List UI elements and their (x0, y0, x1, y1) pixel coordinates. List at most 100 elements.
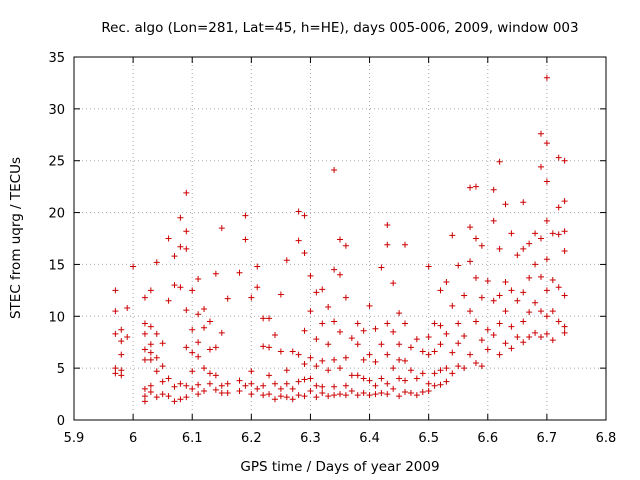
data-point (183, 382, 190, 389)
data-point (218, 390, 225, 397)
data-point (177, 214, 184, 221)
data-point (301, 393, 308, 400)
data-point (212, 270, 219, 277)
data-point (508, 345, 515, 352)
data-point (360, 356, 367, 363)
data-point (390, 328, 397, 335)
data-point (295, 378, 302, 385)
data-point (331, 266, 338, 273)
data-point (360, 327, 367, 334)
data-point (437, 322, 444, 329)
x-tick-label: 6 (129, 431, 137, 446)
data-point (171, 398, 178, 405)
data-point (153, 330, 160, 337)
data-point (443, 378, 450, 385)
data-point (484, 326, 491, 333)
grid-lines (74, 57, 606, 420)
y-tick-label: 5 (57, 362, 65, 377)
x-tick-label: 5.9 (64, 431, 85, 446)
data-point (218, 329, 225, 336)
plot-frame (73, 56, 607, 421)
data-point (236, 269, 243, 276)
data-points (112, 74, 568, 405)
data-point (130, 263, 137, 270)
x-tick-label: 6.1 (182, 431, 203, 446)
data-point (354, 372, 361, 379)
data-point (177, 380, 184, 387)
data-point (502, 308, 509, 315)
data-point (153, 368, 160, 375)
data-point (236, 377, 243, 384)
data-point (543, 217, 550, 224)
data-point (242, 212, 249, 219)
data-point (396, 356, 403, 363)
data-point (372, 358, 379, 365)
y-tick-label: 20 (48, 207, 65, 222)
data-point (537, 308, 544, 315)
data-point (425, 263, 432, 270)
y-tick-label: 15 (48, 258, 65, 273)
data-point (467, 224, 474, 231)
data-point (165, 393, 172, 400)
x-tick-label: 6.6 (477, 431, 498, 446)
data-point (195, 339, 202, 346)
data-point (301, 360, 308, 367)
data-point (337, 365, 343, 372)
data-point (431, 382, 438, 389)
data-point (467, 308, 474, 315)
data-point (195, 311, 202, 318)
data-point (212, 386, 219, 393)
data-point (490, 297, 497, 304)
y-tick-label: 25 (48, 155, 65, 170)
data-point (360, 375, 367, 382)
data-point (260, 315, 267, 322)
data-point (307, 387, 314, 394)
data-point (449, 302, 456, 309)
data-point (313, 336, 320, 343)
data-point (390, 365, 397, 372)
data-point (118, 338, 125, 345)
data-point (378, 375, 385, 382)
data-point (295, 392, 302, 399)
data-point (295, 237, 302, 244)
data-point (147, 382, 154, 389)
data-point (319, 320, 326, 327)
data-point (496, 320, 503, 327)
data-point (277, 348, 284, 355)
x-tick-label: 6.4 (359, 431, 380, 446)
data-point (307, 375, 314, 382)
data-point (478, 337, 485, 344)
y-axis-label: STEC from uqrg / TECUs (8, 157, 24, 319)
data-point (301, 250, 308, 257)
data-point (313, 363, 320, 370)
data-point (561, 198, 568, 205)
data-point (201, 324, 208, 331)
data-point (549, 308, 556, 315)
data-point (342, 392, 349, 399)
data-point (224, 390, 231, 397)
data-point (325, 393, 332, 400)
data-point (254, 263, 261, 270)
data-point (277, 385, 284, 392)
data-point (342, 242, 349, 249)
data-point (496, 158, 503, 165)
data-point (526, 240, 533, 247)
data-point (490, 217, 497, 224)
data-point (224, 380, 231, 387)
data-point (254, 284, 261, 291)
data-point (189, 326, 196, 333)
data-point (313, 394, 320, 401)
data-point (171, 282, 178, 289)
data-point (248, 380, 255, 387)
data-point (325, 303, 332, 310)
data-point (112, 308, 119, 315)
data-point (419, 388, 426, 395)
x-tick-labels: 5.9 6 6.1 6.2 6.3 6.4 6.5 6.6 6.7 6.8 (64, 431, 617, 446)
data-point (319, 383, 326, 390)
data-point (502, 340, 509, 347)
data-point (289, 348, 296, 355)
data-point (337, 236, 343, 243)
data-point (147, 388, 154, 395)
axis-ticks (73, 56, 607, 421)
